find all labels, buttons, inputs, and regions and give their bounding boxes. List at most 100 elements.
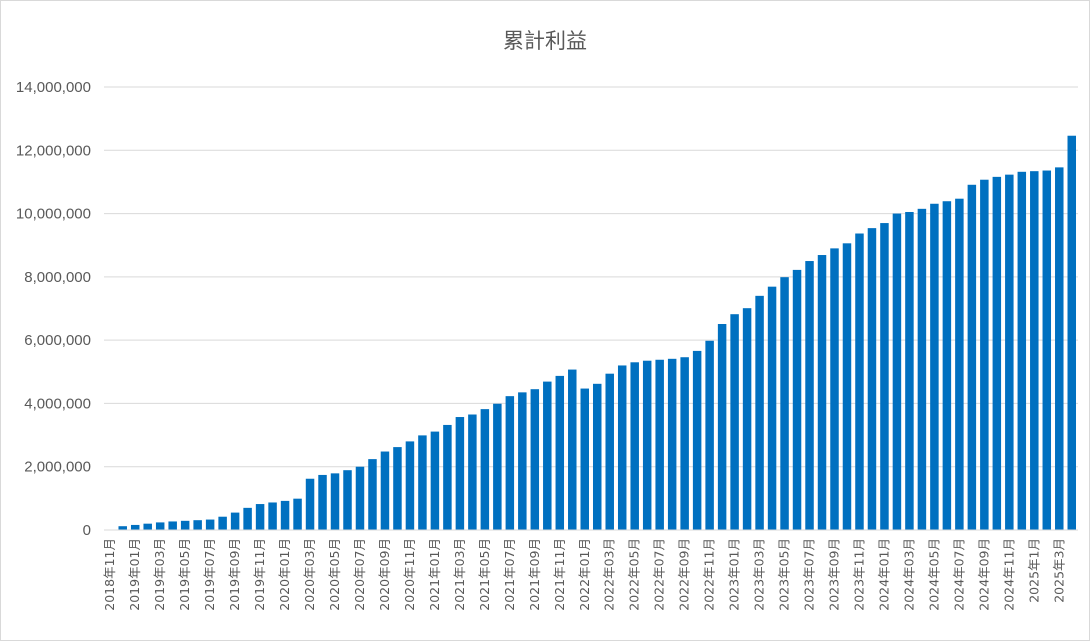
bar [368, 459, 377, 530]
bar [293, 498, 302, 530]
x-tick-label: 2024年09月 [976, 538, 991, 611]
x-tick-label: 2023年11月 [851, 538, 866, 611]
x-tick-label: 2024年05月 [926, 538, 941, 611]
bar [767, 286, 777, 530]
bar [493, 403, 502, 530]
bar [405, 441, 415, 530]
bar [892, 213, 902, 531]
x-tick-label: 2022年07月 [652, 538, 667, 611]
x-tick-label: 2020年09月 [377, 538, 392, 611]
bar [880, 223, 889, 531]
x-tick-label: 2022年03月 [602, 538, 617, 611]
bar [205, 519, 215, 530]
bar [268, 502, 277, 530]
bar [343, 470, 352, 530]
bar [455, 417, 465, 530]
chart-title: 累計利益 [503, 29, 587, 53]
bar [355, 466, 365, 530]
bar [480, 409, 490, 530]
x-tick-label: 2020年03月 [302, 538, 317, 611]
y-tick-label: 2,000,000 [24, 459, 91, 476]
x-tick-label: 2023年07月 [802, 538, 817, 611]
bar [642, 360, 652, 530]
bar [1067, 135, 1077, 531]
y-tick-label: 6,000,000 [24, 332, 91, 349]
y-tick-label: 14,000,000 [16, 79, 91, 96]
bar [1005, 174, 1014, 531]
bar [605, 373, 614, 530]
bar [255, 504, 265, 530]
x-tick-label: 2019年03月 [152, 538, 167, 611]
bar [680, 357, 689, 530]
bar [955, 198, 964, 530]
x-tick-label: 2022年09月 [677, 538, 692, 611]
x-tick-label: 2023年03月 [752, 538, 767, 611]
x-tick-label: 2023年09月 [827, 538, 842, 611]
x-tick-label: 2022年01月 [577, 538, 592, 611]
bar [705, 340, 714, 530]
bar [518, 392, 527, 530]
bar [443, 424, 452, 530]
x-tick-label: 2021年07月 [502, 538, 517, 611]
bar [967, 184, 977, 530]
x-tick-label: 2020年01月 [277, 538, 292, 611]
x-tick-label: 2025年1月 [1026, 538, 1041, 603]
bar [180, 520, 190, 530]
y-tick-label: 10,000,000 [16, 206, 91, 223]
bar [830, 248, 839, 530]
x-tick-label: 2021年01月 [427, 538, 442, 611]
bar [855, 233, 864, 531]
bar [1030, 171, 1039, 531]
bar [318, 474, 327, 530]
bar [568, 369, 577, 530]
bar [917, 208, 927, 530]
bar [792, 269, 802, 530]
x-tick-label: 2020年11月 [402, 538, 417, 611]
bar [280, 500, 290, 530]
x-tick-label: 2021年11月 [552, 538, 567, 611]
bar [667, 358, 677, 530]
bar [1055, 167, 1064, 530]
bar [230, 512, 240, 530]
x-tick-label: 2020年05月 [327, 538, 342, 611]
x-tick-label: 2019年09月 [227, 538, 242, 611]
x-tick-label: 2023年01月 [727, 538, 742, 611]
x-tick-label: 2025年3月 [1051, 538, 1066, 603]
bar [942, 201, 952, 530]
bar [655, 359, 664, 530]
bar [805, 261, 814, 530]
bar [1042, 170, 1052, 530]
bar [118, 526, 127, 530]
bar [930, 203, 939, 530]
x-tick-label: 2021年03月 [452, 538, 467, 611]
y-tick-label: 4,000,000 [24, 395, 91, 412]
bar [468, 414, 477, 530]
bar [980, 179, 989, 531]
x-tick-label: 2024年03月 [901, 538, 916, 611]
bar [730, 314, 739, 530]
bar [380, 451, 390, 530]
x-tick-label: 2024年01月 [876, 538, 891, 611]
bar [867, 228, 877, 530]
y-tick-label: 12,000,000 [16, 142, 91, 159]
y-tick-label: 0 [83, 522, 91, 539]
bar [742, 308, 752, 530]
bar [530, 389, 540, 530]
x-tick-label: 2022年11月 [702, 538, 717, 611]
x-tick-label: 2019年01月 [127, 538, 142, 611]
x-tick-label: 2021年09月 [527, 538, 542, 611]
bar [992, 176, 1002, 530]
x-tick-label: 2019年05月 [177, 538, 192, 611]
bar [505, 396, 515, 530]
bar [168, 521, 177, 530]
bar [143, 523, 152, 530]
bar [617, 365, 627, 530]
bar [592, 383, 602, 530]
bar [543, 381, 552, 530]
bar [717, 324, 727, 530]
y-tick-label: 8,000,000 [24, 269, 91, 286]
bar [218, 516, 227, 530]
x-tick-label: 2020年07月 [352, 538, 367, 611]
bar [905, 211, 914, 530]
bar [692, 350, 702, 530]
